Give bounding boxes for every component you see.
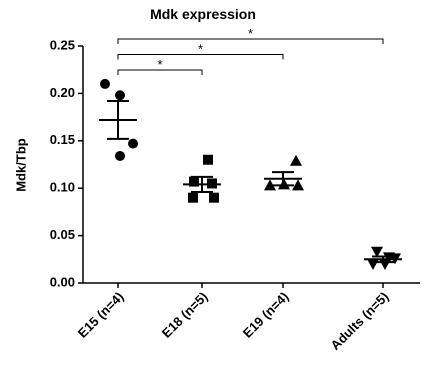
point <box>371 246 383 258</box>
y-tick-label: 0.00 <box>50 274 75 289</box>
y-tick-label: 0.20 <box>50 85 75 100</box>
x-tick-label: E18 (n=5) <box>159 289 211 341</box>
y-tick-label: 0.10 <box>50 180 75 195</box>
point <box>203 154 213 165</box>
point <box>128 138 138 149</box>
significance-bracket <box>117 38 384 44</box>
x-tick-label: E15 (n=4) <box>75 289 127 341</box>
point <box>292 179 304 191</box>
y-tick-label: 0.15 <box>50 132 75 147</box>
point <box>100 78 110 89</box>
significance-label: * <box>248 26 253 41</box>
point <box>367 259 379 271</box>
point <box>290 154 302 166</box>
point <box>115 90 125 101</box>
y-axis-label: Mdk/Tbp <box>13 138 28 191</box>
point <box>188 192 198 203</box>
y-tick-label: 0.05 <box>50 227 75 242</box>
point <box>209 192 219 203</box>
significance-label: * <box>198 42 203 57</box>
x-tick-label: Adults (n=5) <box>328 289 392 353</box>
chart-title: Mdk expression <box>150 6 256 22</box>
point <box>115 150 125 161</box>
significance-bracket <box>117 54 284 60</box>
significance-bracket <box>117 69 203 75</box>
significance-label: * <box>157 57 162 72</box>
point <box>379 259 391 271</box>
y-tick-label: 0.25 <box>50 37 75 52</box>
x-tick-label: E19 (n=4) <box>240 289 292 341</box>
point <box>264 179 276 191</box>
point <box>189 176 199 187</box>
